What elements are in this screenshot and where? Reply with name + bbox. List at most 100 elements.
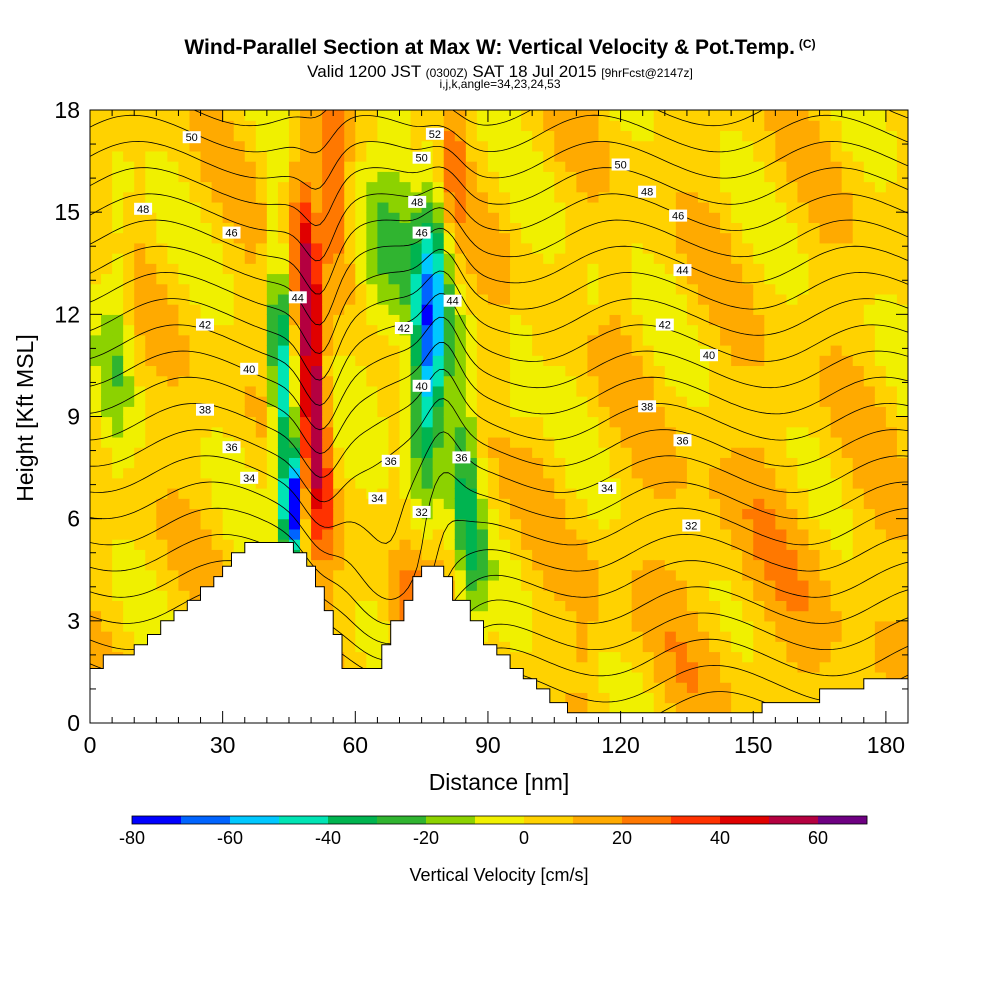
velocity-cell [808, 692, 821, 704]
velocity-cell [222, 365, 235, 377]
velocity-cell [322, 222, 334, 234]
velocity-cell [499, 477, 511, 489]
velocity-cell [863, 334, 876, 346]
velocity-cell [775, 212, 787, 223]
velocity-cell [112, 579, 124, 591]
velocity-cell [896, 447, 908, 458]
velocity-cell [709, 457, 721, 469]
velocity-cell [90, 253, 102, 264]
velocity-cell [620, 600, 633, 612]
velocity-cell [885, 631, 898, 642]
velocity-cell [510, 385, 522, 397]
velocity-cell [587, 140, 600, 152]
velocity-cell [631, 304, 644, 315]
velocity-cell [598, 467, 611, 479]
velocity-cell [266, 477, 279, 489]
velocity-cell [355, 150, 367, 162]
velocity-cell [454, 324, 467, 336]
velocity-cell [499, 498, 511, 510]
velocity-cell [753, 201, 765, 213]
velocity-cell [123, 457, 135, 469]
velocity-cell [432, 314, 445, 326]
velocity-cell [543, 396, 555, 407]
velocity-cell [808, 355, 821, 367]
velocity-cell [311, 477, 323, 489]
velocity-cell [167, 406, 180, 418]
colorbar-frame [131, 815, 868, 825]
velocity-cell [775, 549, 787, 561]
velocity-cell [675, 324, 688, 336]
velocity-cell [465, 559, 478, 571]
velocity-cell [156, 140, 168, 152]
velocity-cell [200, 263, 213, 275]
velocity-cell [863, 518, 876, 530]
velocity-cell [322, 171, 334, 183]
velocity-cell [609, 201, 622, 213]
velocity-cell [664, 263, 677, 275]
velocity-cell [742, 314, 754, 326]
velocity-cell [510, 661, 522, 673]
velocity-cell [432, 324, 445, 336]
velocity-cell [808, 447, 821, 458]
velocity-cell [819, 539, 832, 550]
velocity-cell [123, 610, 135, 622]
velocity-cell [487, 293, 500, 305]
velocity-cell [443, 263, 456, 275]
velocity-cell [465, 263, 478, 275]
velocity-cell [90, 150, 102, 162]
velocity-cell [753, 631, 765, 642]
velocity-cell [465, 549, 478, 561]
velocity-cell [521, 191, 533, 203]
velocity-cell [134, 426, 146, 438]
velocity-cell [532, 304, 544, 315]
velocity-cell [885, 120, 898, 132]
velocity-cell [686, 498, 699, 510]
velocity-cell [620, 150, 633, 162]
velocity-cell [598, 222, 611, 234]
velocity-cell [499, 365, 511, 377]
velocity-cell [808, 161, 821, 172]
velocity-cell [720, 518, 732, 530]
velocity-cell [852, 661, 865, 673]
velocity-cell [222, 385, 235, 397]
velocity-cell [233, 365, 246, 377]
velocity-cell [255, 334, 268, 346]
velocity-cell [709, 385, 721, 397]
velocity-cell [720, 191, 732, 203]
velocity-cell [753, 436, 765, 448]
velocity-cell [344, 171, 356, 183]
velocity-cell [476, 396, 489, 407]
velocity-cell [377, 416, 390, 428]
velocity-cell [797, 682, 810, 693]
velocity-cell [377, 549, 390, 561]
velocity-cell [233, 477, 246, 489]
velocity-cell [388, 396, 401, 407]
velocity-cell [510, 590, 522, 601]
velocity-cell [311, 406, 323, 418]
velocity-cell [145, 528, 157, 540]
velocity-cell [211, 375, 224, 387]
velocity-cell [277, 110, 290, 121]
velocity-cell [288, 498, 301, 510]
velocity-cell [642, 334, 655, 346]
colorbar-swatch [524, 816, 574, 824]
velocity-cell [565, 110, 577, 121]
velocity-cell [709, 181, 721, 193]
velocity-cell [653, 110, 666, 121]
velocity-cell [211, 191, 224, 203]
contour-label: 40 [415, 381, 427, 393]
velocity-cell [697, 651, 710, 663]
velocity-cell [554, 477, 566, 489]
velocity-cell [90, 130, 102, 142]
velocity-cell [101, 150, 113, 162]
velocity-cell [90, 600, 102, 612]
velocity-cell [487, 528, 500, 540]
velocity-cell [885, 110, 898, 121]
contour-label: 36 [455, 452, 467, 464]
velocity-cell [532, 661, 544, 673]
velocity-cell [598, 314, 611, 326]
velocity-cell [366, 365, 378, 377]
colorbar-tick-label: -80 [119, 828, 145, 848]
velocity-cell [753, 365, 765, 377]
velocity-cell [587, 651, 600, 663]
